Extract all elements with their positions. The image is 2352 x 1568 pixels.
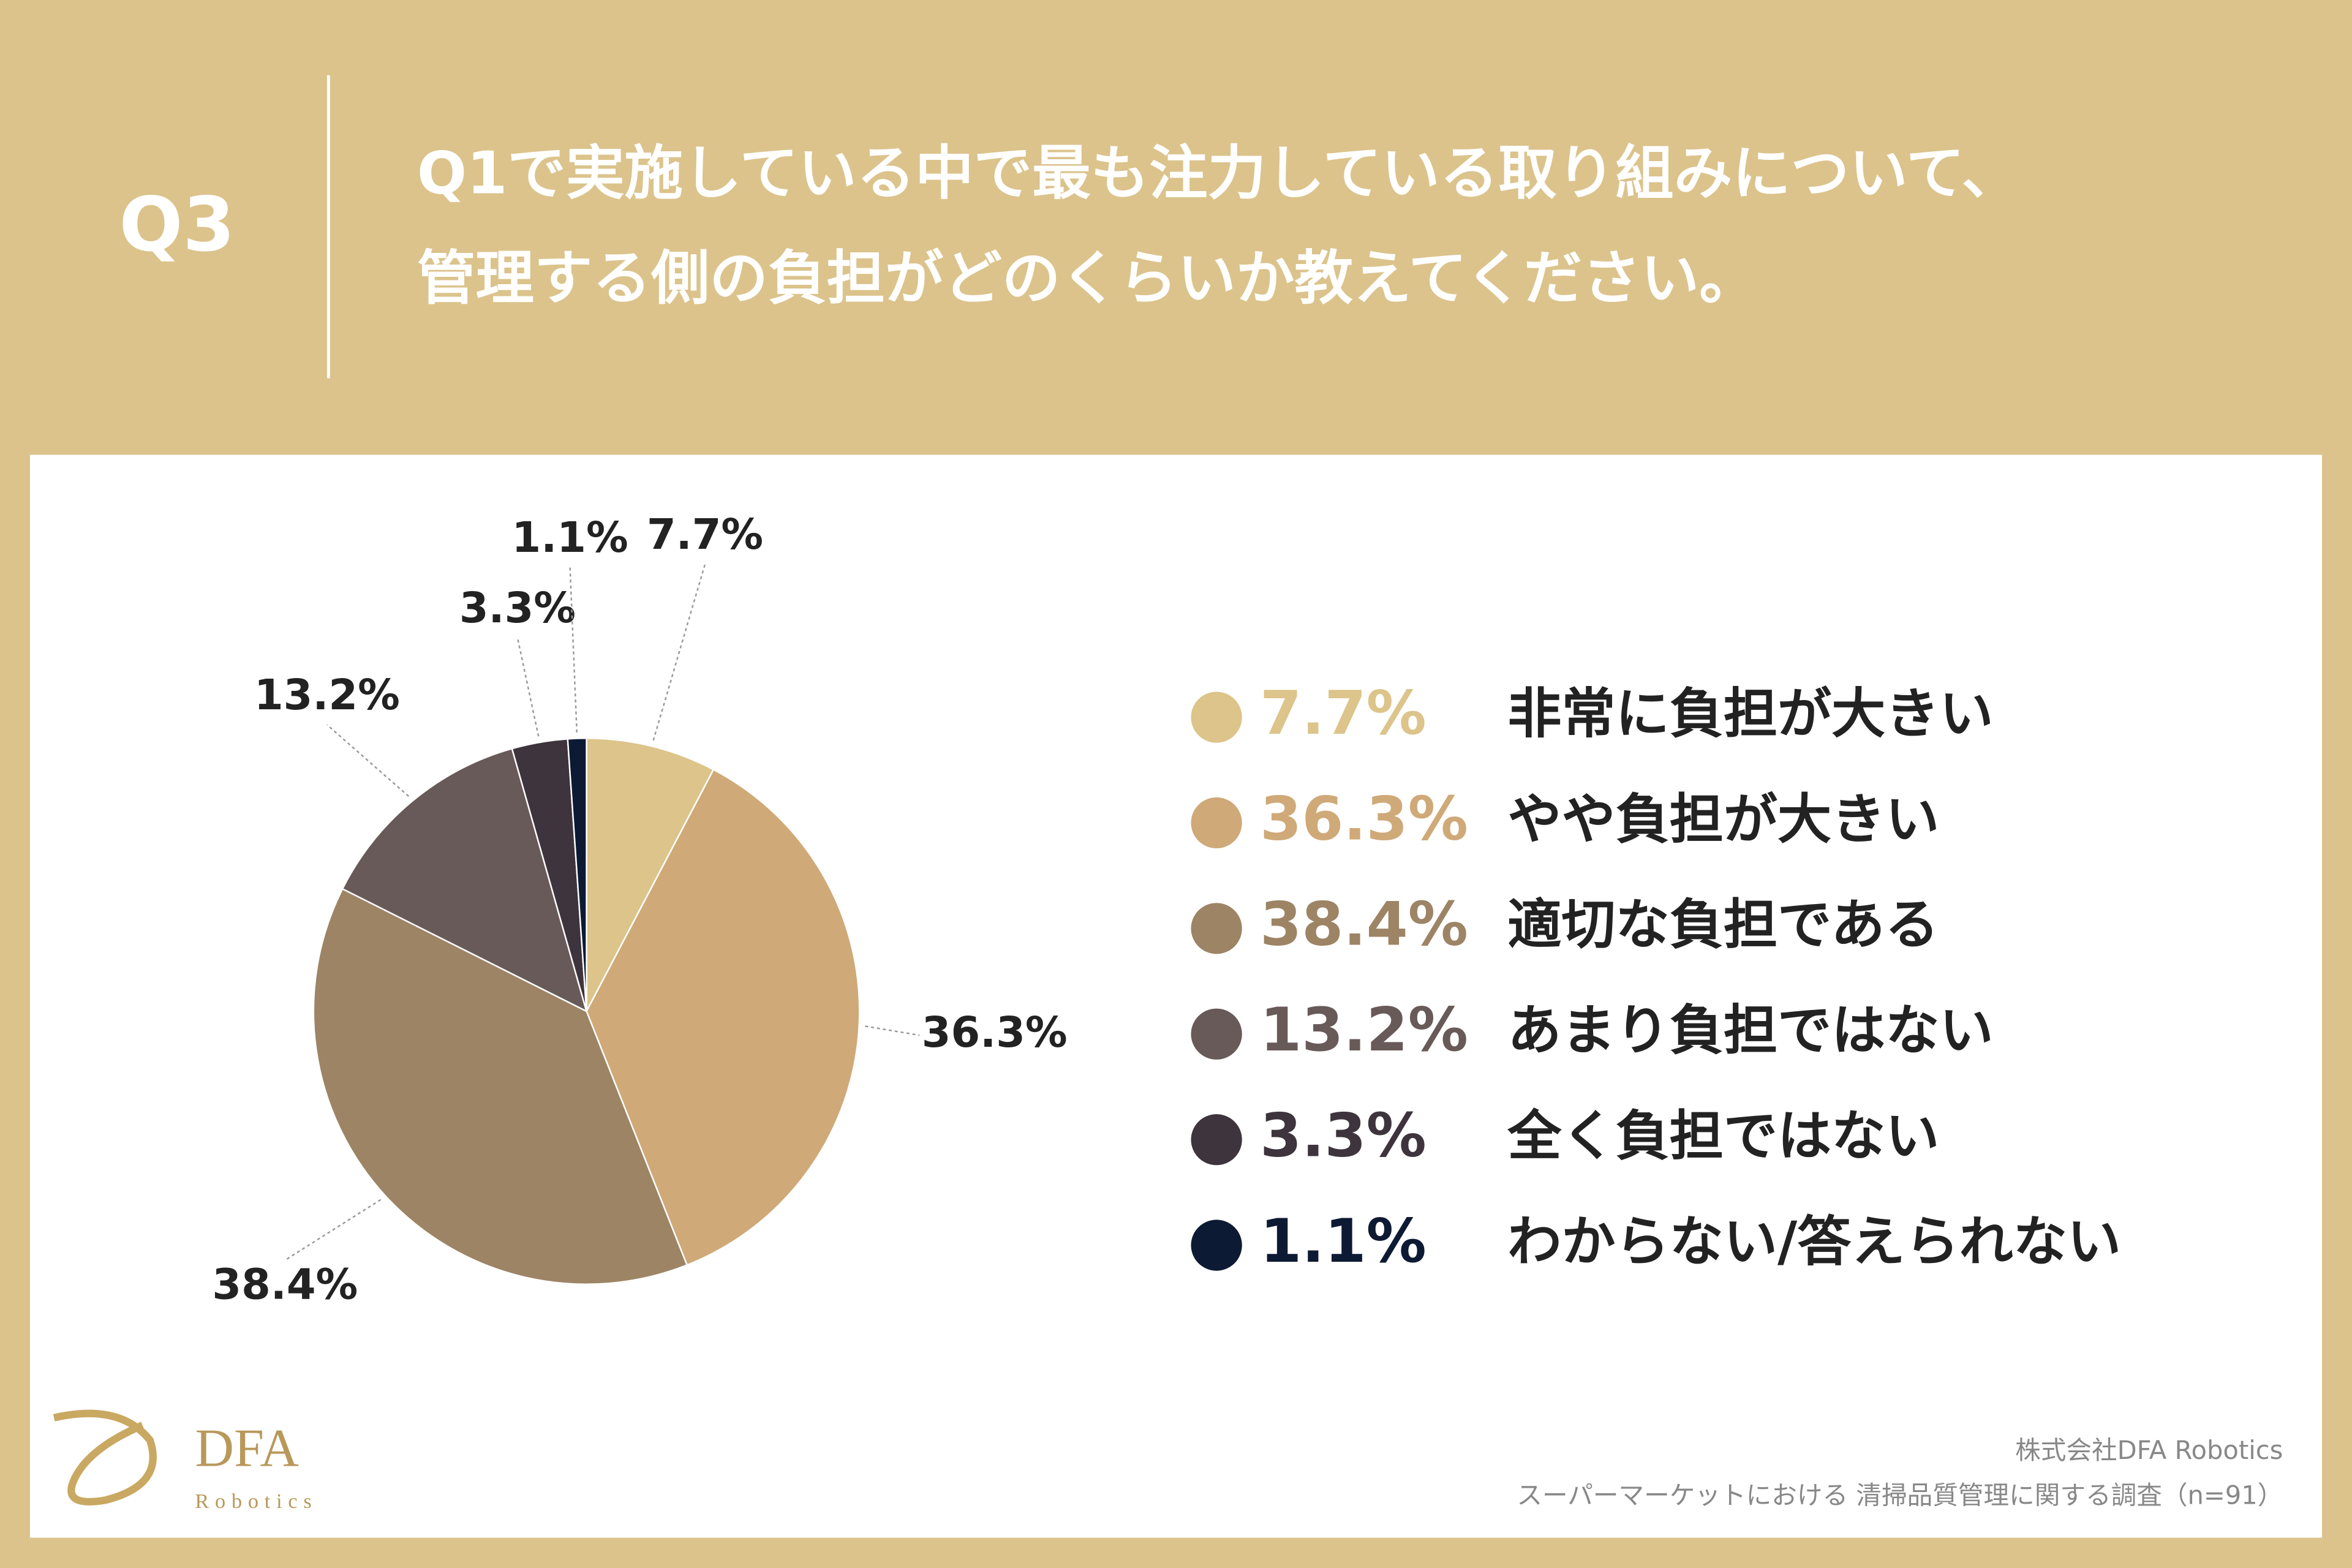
legend-swatch: [1191, 1219, 1242, 1271]
pie-slice: [567, 737, 587, 1012]
legend-label: 非常に負担が大きい: [1507, 682, 1993, 745]
leader-line: [652, 564, 706, 741]
legend-value: 13.2%: [1260, 995, 1468, 1065]
legend-label: やや負担が大きい: [1507, 788, 1939, 851]
data-label: 13.2%: [254, 671, 400, 720]
leader-line: [284, 1199, 382, 1261]
pie-slice: [341, 747, 588, 1013]
legend-value: 38.4%: [1260, 890, 1468, 960]
data-label: 38.4%: [212, 1261, 358, 1310]
legend-value: 3.3%: [1260, 1101, 1427, 1171]
pie-slice: [312, 888, 688, 1285]
question-title: Q1で実施している中で最も注力している取り組みについて、: [417, 139, 2020, 208]
legend-label: 適切な負担である: [1507, 893, 1939, 956]
question-label: Q3: [119, 181, 235, 268]
legend-swatch: [1191, 903, 1242, 954]
data-label: 1.1%: [512, 513, 628, 562]
leader-line: [326, 724, 410, 797]
logo-mark: [53, 1409, 157, 1506]
footer-company: 株式会社DFA Robotics: [2015, 1435, 2283, 1465]
logo-sub: Robotics: [195, 1490, 317, 1513]
data-label: 3.3%: [459, 584, 576, 633]
legend-swatch: [1191, 692, 1242, 743]
legend-swatch: [1191, 1114, 1242, 1166]
legend-swatch: [1191, 797, 1242, 849]
data-label: 36.3%: [922, 1008, 1068, 1057]
legend-label: 全く負担ではない: [1507, 1104, 1939, 1167]
legend-value: 7.7%: [1260, 679, 1427, 748]
legend-label: あまり負担ではない: [1507, 999, 1993, 1062]
logo-name: DFA: [195, 1419, 299, 1479]
pie-slice: [586, 737, 715, 1012]
question-title: 管理する側の負担がどのくらいか教えてください。: [417, 244, 1758, 312]
logo: DFA Robotics: [53, 1409, 317, 1513]
legend-value: 36.3%: [1260, 784, 1468, 854]
pie-slice: [586, 768, 861, 1267]
leader-line: [516, 637, 540, 737]
legend-value: 1.1%: [1260, 1207, 1427, 1276]
legend-label: わからない/答えられない: [1507, 1210, 2121, 1273]
legend-swatch: [1191, 1008, 1242, 1060]
footer-survey: スーパーマーケットにおける 清掃品質管理に関する調査（n=91）: [1517, 1480, 2283, 1510]
data-label: 7.7%: [647, 510, 763, 559]
